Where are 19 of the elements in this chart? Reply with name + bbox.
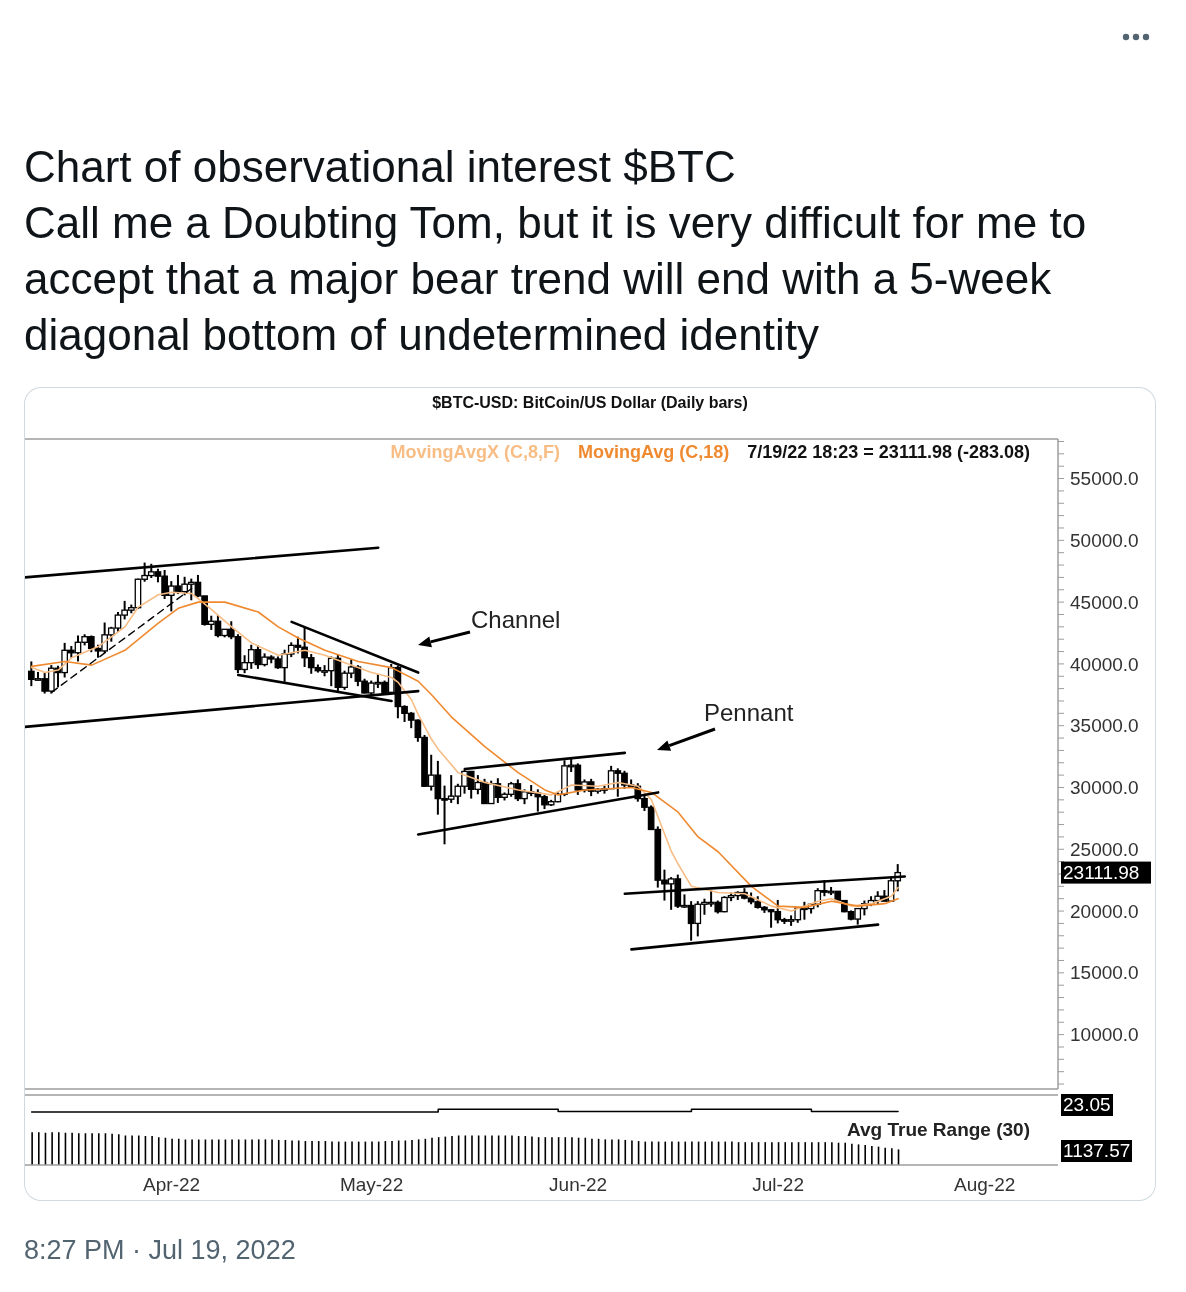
y-tick-label: 40000.0 <box>1070 653 1139 675</box>
annotation: Channel <box>471 606 561 634</box>
y-tick-label: 45000.0 <box>1070 591 1139 613</box>
annotation: Pennant <box>704 699 794 727</box>
text: 8:27 PM · Jul 19, 2022 <box>24 1235 296 1266</box>
y-tick-label: 30000.0 <box>1070 777 1139 799</box>
y-tick-label: 10000.0 <box>1070 1024 1139 1046</box>
chart-title: Chart of observational interest $BTC Call me a Doubting Tom, but it is very difficult for me to accept that a major bear trend will end with a 5-week diagonal bottom of undetermined identity <box>24 141 1088 361</box>
y-tick-label: 25000.0 <box>1070 838 1139 860</box>
annotation: 7/19/22 18:23 = 23111.98 (-283.08) <box>747 442 1030 463</box>
text: MovingAvgX (C,8,F) <box>390 442 560 463</box>
y-tick-label: 15000.0 <box>1070 962 1139 984</box>
text: 23111.98 <box>1063 862 1140 884</box>
y-tick-label: 50000.0 <box>1070 529 1139 551</box>
y-tick-label: 55000.0 <box>1070 468 1139 490</box>
y-tick-label: 20000.0 <box>1070 900 1139 922</box>
y-tick-label: 35000.0 <box>1070 715 1139 737</box>
chart-subtitle: $BTC-USD: BitCoin/US Dollar (Daily bars) <box>431 394 749 412</box>
text: MovingAvg (C,18) <box>577 442 730 463</box>
